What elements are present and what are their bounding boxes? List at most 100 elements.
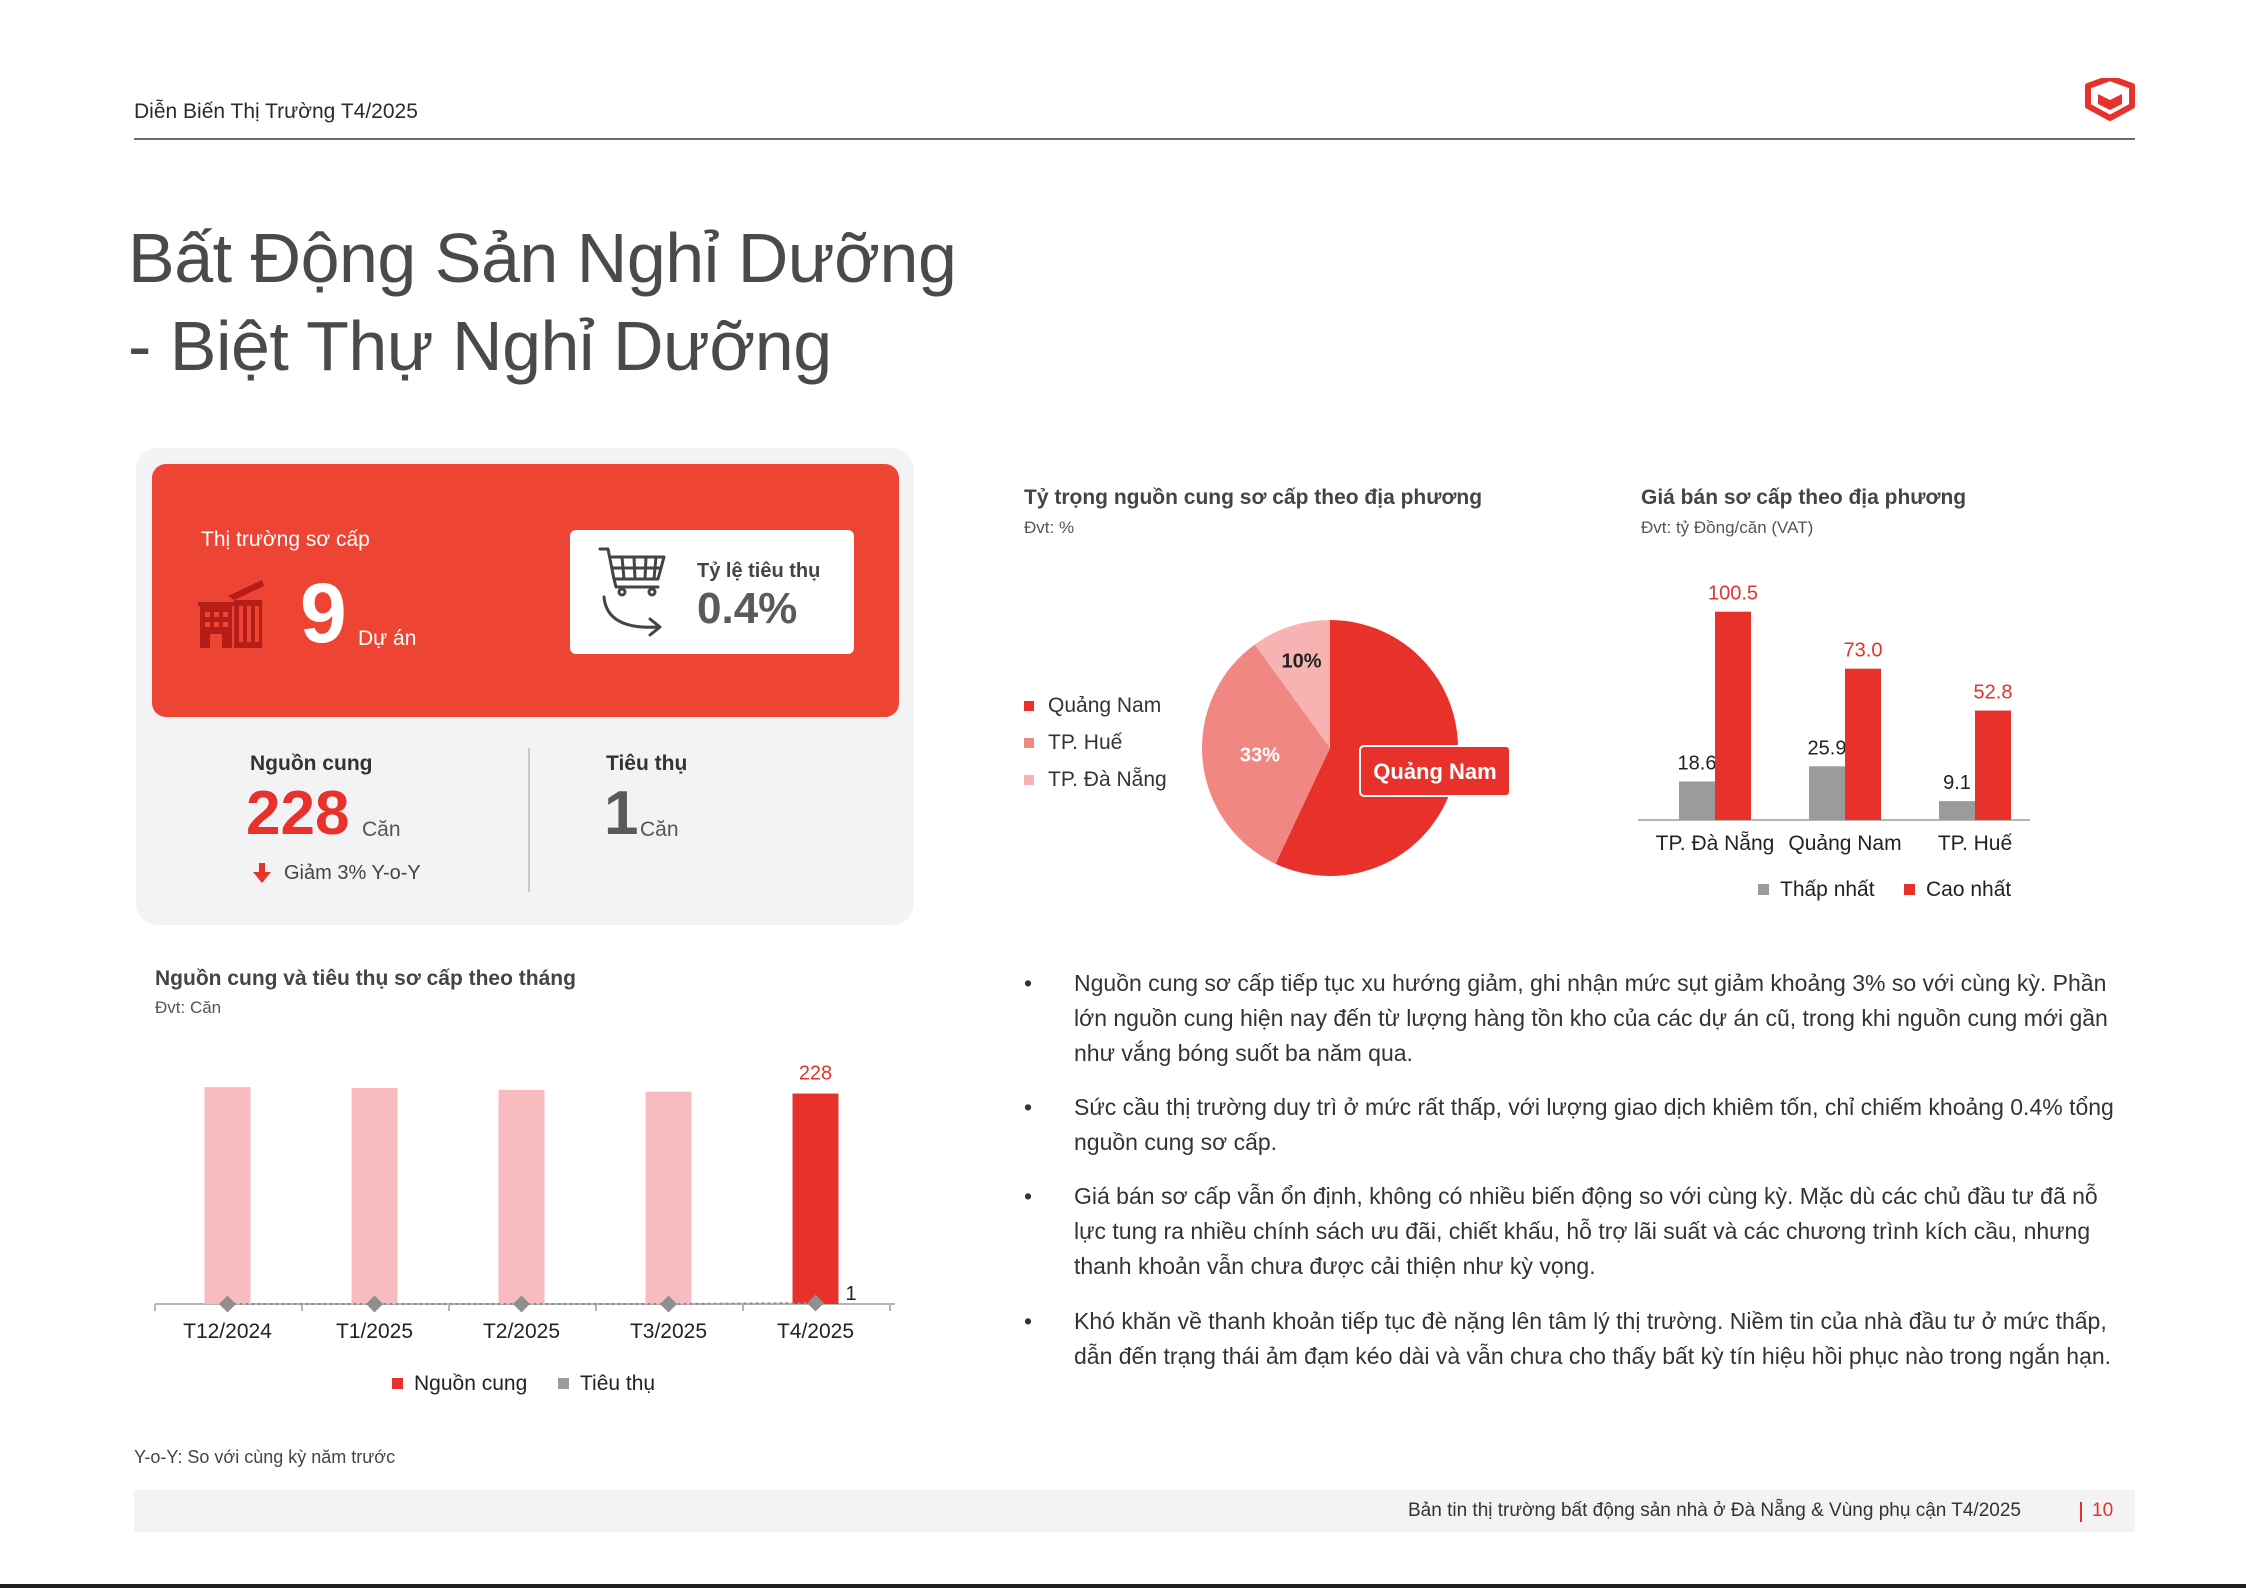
legend-label: Nguồn cung: [414, 1372, 527, 1395]
legend-swatch: [392, 1378, 403, 1389]
buildings-icon: [198, 580, 264, 648]
absorption-rate-box: [570, 530, 854, 654]
price-bar: [1715, 611, 1751, 820]
footer-text: Bản tin thị trường bất động sản nhà ở Đà…: [1408, 1500, 2021, 1521]
sold-point: [660, 1295, 677, 1313]
bullet-marker: •: [1024, 970, 1033, 996]
sold-value: 1: [604, 779, 639, 848]
price-chart-unit: Đvt: tỷ Đồng/căn (VAT): [1641, 518, 1814, 537]
footnote: Y-o-Y: So với cùng kỳ năm trước: [134, 1447, 396, 1467]
header-title: Diễn Biến Thị Trường T4/2025: [134, 100, 418, 123]
footer-separator: [2080, 1502, 2082, 1522]
legend-swatch: [1024, 738, 1034, 749]
page-title-line1: Bất Động Sản Nghỉ Dưỡng: [128, 219, 957, 297]
price-x-tick-label: Quảng Nam: [1788, 832, 1901, 855]
price-data-label: 100.5: [1708, 583, 1758, 605]
monthly-x-tick-label: T2/2025: [483, 1320, 560, 1343]
down-arrow-icon: [253, 863, 271, 883]
absorption-rate-value: 0.4%: [697, 584, 798, 633]
bullet-text: Giá bán sơ cấp vẫn ổn định, không có nhi…: [1074, 1183, 2098, 1279]
supply-bar: [645, 1091, 692, 1304]
legend-swatch: [1024, 775, 1034, 786]
monthly-x-tick-label: T4/2025: [777, 1320, 854, 1343]
footer-bar: [134, 1490, 2135, 1532]
page-title-line2: - Biệt Thự Nghỉ Dưỡng: [128, 307, 832, 385]
bullet-text: Sức cầu thị trường duy trì ở mức rất thấ…: [1074, 1094, 2114, 1155]
legend-swatch: [1758, 884, 1769, 895]
legend-label: Tiêu thụ: [580, 1372, 655, 1395]
price-bar: [1975, 710, 2011, 820]
projects-unit: Dự án: [358, 627, 417, 650]
supply-bar: [351, 1088, 398, 1304]
supply-unit: Căn: [362, 818, 401, 841]
monthly-x-tick-label: T3/2025: [630, 1320, 707, 1343]
pie-legend: Quảng Nam TP. Huế TP. Đà Nẵng: [1024, 694, 1167, 805]
price-x-tick-label: TP. Đà Nẵng: [1656, 832, 1775, 855]
bullet-text: Nguồn cung sơ cấp tiếp tục xu hướng giảm…: [1074, 970, 2108, 1066]
pie-slice: [1254, 620, 1330, 748]
supply-data-label: 228: [799, 1063, 832, 1085]
legend-label: Cao nhất: [1926, 878, 2011, 901]
header-divider: [134, 138, 2135, 140]
supply-bar: [498, 1089, 545, 1304]
pie-legend-item: TP. Đà Nẵng: [1024, 768, 1167, 805]
legend-label: Thấp nhất: [1780, 878, 1875, 901]
pie-chart: 57%33%10%Quảng Nam: [1202, 620, 1511, 876]
legend-swatch: [1024, 701, 1034, 712]
supply-change: Giảm 3% Y-o-Y: [284, 862, 421, 884]
pie-legend-item: TP. Huế: [1024, 731, 1167, 768]
legend-swatch: [1904, 884, 1915, 895]
card-divider: [528, 748, 530, 892]
legend-label: TP. Đà Nẵng: [1048, 768, 1167, 791]
price-data-label: 25.9: [1808, 737, 1847, 759]
monthly-chart-title: Nguồn cung và tiêu thụ sơ cấp theo tháng: [155, 967, 576, 990]
brand-logo-icon: [2085, 78, 2135, 121]
monthly-chart-unit: Đvt: Căn: [155, 998, 222, 1017]
sold-point: [513, 1295, 530, 1313]
legend-label: TP. Huế: [1048, 731, 1123, 754]
pie-slice: [1202, 644, 1330, 864]
pie-legend-item: Quảng Nam: [1024, 694, 1167, 731]
pie-callout-box: [1359, 745, 1511, 797]
shopping-cart-icon: [598, 547, 666, 637]
absorption-rate-label: Tỷ lệ tiêu thụ: [697, 560, 821, 582]
monthly-bar-chart: T12/2024 T1/2025 T2/2025 T3/2025 T4/2025 228 1…: [154, 1063, 895, 1395]
sold-label: Tiêu thụ: [606, 752, 688, 775]
price-chart-title: Giá bán sơ cấp theo địa phương: [1641, 486, 1967, 509]
monthly-x-tick-label: T12/2024: [183, 1320, 272, 1343]
supply-bar: [204, 1087, 251, 1304]
bullet-marker: •: [1024, 1183, 1033, 1209]
price-data-label: 52.8: [1974, 682, 2013, 704]
supply-bar: [792, 1093, 839, 1304]
page-title: Bất Động Sản Nghỉ Dưỡng - Biệt Thự Nghỉ …: [128, 214, 957, 390]
price-x-tick-label: TP. Huế: [1938, 832, 2013, 855]
projects-count: 9: [300, 566, 347, 660]
sold-unit: Căn: [640, 818, 679, 841]
bullet-marker: •: [1024, 1094, 1033, 1120]
price-bar: [1845, 668, 1881, 820]
sold-data-label: 1: [846, 1283, 857, 1305]
pie-chart-title: Tỷ trọng nguồn cung sơ cấp theo địa phươ…: [1024, 486, 1483, 509]
primary-market-label: Thị trường sơ cấp: [201, 528, 370, 551]
bullet-marker: •: [1024, 1308, 1033, 1334]
bottom-border: [0, 1584, 2246, 1588]
pie-data-label: 10%: [1282, 650, 1322, 672]
supply-value: 228: [246, 779, 350, 848]
page-number: 10: [2092, 1500, 2114, 1521]
monthly-x-tick-label: T1/2025: [336, 1320, 413, 1343]
legend-swatch: [558, 1378, 569, 1389]
price-bar: [1809, 766, 1845, 820]
legend-label: Quảng Nam: [1048, 694, 1162, 717]
pie-chart-unit: Đvt: %: [1024, 518, 1075, 537]
price-bar: [1939, 801, 1975, 820]
supply-label: Nguồn cung: [250, 752, 373, 775]
bullet-text: Khó khăn về thanh khoản tiếp tục đè nặng…: [1074, 1308, 2112, 1369]
price-data-label: 9.1: [1943, 772, 1971, 794]
price-bar-chart: 18.6 100.5 TP. Đà Nẵng 25.9 73.0 Quảng Nam 9.1…: [1638, 583, 2030, 901]
pie-callout-label: Quảng Nam: [1373, 759, 1496, 784]
pie-data-label: 33%: [1240, 745, 1280, 767]
price-data-label: 18.6: [1678, 752, 1717, 774]
price-data-label: 73.0: [1844, 640, 1883, 662]
sold-point: [807, 1294, 824, 1312]
price-bar: [1679, 781, 1715, 820]
